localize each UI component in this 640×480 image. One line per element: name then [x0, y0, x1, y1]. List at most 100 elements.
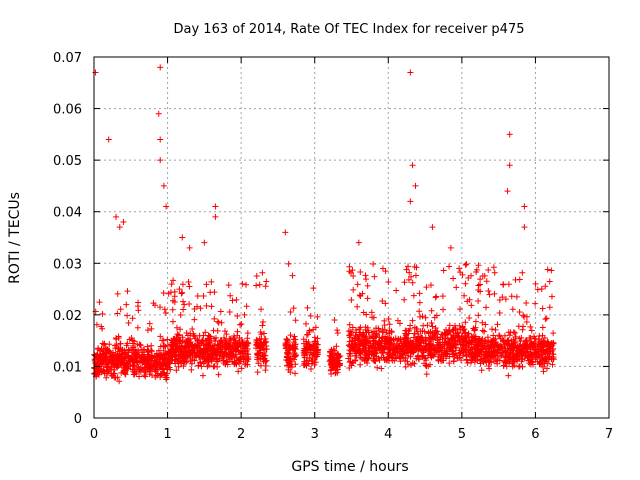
data-point — [522, 352, 529, 359]
x-tick-label: 1 — [163, 427, 171, 442]
data-point — [91, 357, 98, 364]
data-point — [447, 244, 454, 251]
data-point — [186, 348, 193, 355]
data-point — [516, 363, 523, 370]
data-point — [209, 351, 216, 358]
data-point — [432, 294, 439, 301]
data-point — [257, 347, 264, 354]
data-point — [291, 333, 298, 340]
data-point — [95, 345, 102, 352]
data-point — [519, 269, 526, 276]
data-point — [539, 305, 546, 312]
data-point — [106, 341, 113, 348]
data-point — [509, 343, 516, 350]
data-point — [116, 348, 123, 355]
data-point — [520, 343, 527, 350]
data-point — [211, 315, 218, 322]
data-point — [428, 307, 435, 314]
data-point — [527, 323, 534, 330]
data-point — [494, 321, 501, 328]
data-point — [481, 337, 488, 344]
chart-title: Day 163 of 2014, Rate Of TEC Index for r… — [174, 22, 525, 37]
data-point — [263, 362, 270, 369]
data-point — [406, 345, 413, 352]
data-point — [208, 303, 215, 310]
data-point — [353, 348, 360, 355]
data-point — [169, 306, 176, 313]
data-point — [238, 365, 245, 372]
data-point — [105, 136, 112, 143]
data-point — [525, 354, 532, 361]
data-point — [382, 268, 389, 275]
data-point — [241, 354, 248, 361]
data-point — [504, 188, 511, 195]
data-point — [477, 276, 484, 283]
data-point — [285, 349, 292, 356]
data-point — [99, 325, 106, 332]
data-point — [241, 311, 248, 318]
data-point — [180, 306, 187, 313]
data-point — [144, 347, 151, 354]
data-point — [542, 316, 549, 323]
data-point — [302, 320, 309, 327]
data-point — [231, 358, 238, 365]
data-point — [106, 350, 113, 357]
data-point — [144, 343, 151, 350]
data-point — [512, 338, 519, 345]
data-point — [109, 356, 116, 363]
data-point — [132, 350, 139, 357]
data-point — [244, 335, 251, 342]
data-point — [458, 357, 465, 364]
data-point — [135, 307, 142, 314]
data-point — [379, 326, 386, 333]
data-point — [233, 296, 240, 303]
data-point — [236, 334, 243, 341]
data-point — [516, 276, 523, 283]
data-point — [446, 263, 453, 270]
data-point — [491, 290, 498, 297]
data-point — [289, 272, 296, 279]
data-point — [148, 342, 155, 349]
data-point — [361, 342, 368, 349]
data-point — [150, 362, 157, 369]
data-point — [157, 343, 164, 350]
data-point — [378, 365, 385, 372]
y-tick-label: 0.05 — [53, 154, 82, 169]
data-point — [502, 358, 509, 365]
data-point — [379, 265, 386, 272]
data-point — [454, 329, 461, 336]
data-point — [475, 262, 482, 269]
data-point — [150, 300, 157, 307]
data-point — [475, 312, 482, 319]
data-point — [213, 349, 220, 356]
data-point — [218, 319, 225, 326]
data-point — [239, 280, 246, 287]
data-point — [178, 290, 185, 297]
data-point — [428, 336, 435, 343]
data-point — [220, 334, 227, 341]
data-point — [407, 198, 414, 205]
data-point — [461, 292, 468, 299]
data-point — [514, 351, 521, 358]
data-point — [170, 277, 177, 284]
data-point — [519, 352, 526, 359]
data-point — [516, 335, 523, 342]
data-point — [534, 286, 541, 293]
data-point — [485, 287, 492, 294]
data-point — [446, 353, 453, 360]
data-point — [381, 346, 388, 353]
data-point — [370, 260, 377, 267]
data-point — [103, 374, 110, 381]
data-point — [351, 347, 358, 354]
data-point — [430, 332, 437, 339]
data-point — [285, 350, 292, 357]
data-point — [450, 333, 457, 340]
data-point — [291, 353, 298, 360]
data-point — [95, 355, 102, 362]
data-point — [345, 328, 352, 335]
data-point — [197, 305, 204, 312]
data-point — [510, 329, 517, 336]
data-point — [405, 361, 412, 368]
data-point — [463, 334, 470, 341]
data-point — [253, 282, 260, 289]
